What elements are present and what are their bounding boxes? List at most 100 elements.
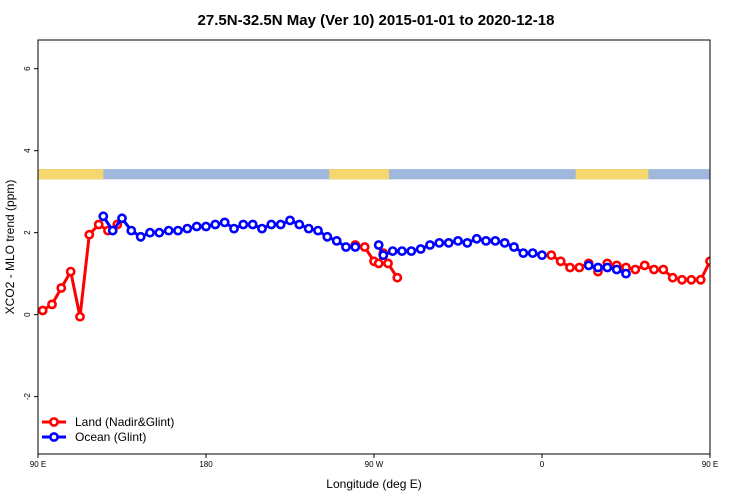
data-point: [425, 240, 435, 250]
series-land: [38, 219, 750, 322]
data-point: [415, 244, 426, 254]
data-point: [322, 231, 333, 242]
x-tick-label: 90 W: [365, 460, 384, 469]
data-point: [65, 266, 76, 277]
y-tick-label: 2: [23, 230, 32, 235]
data-point: [378, 250, 389, 261]
data-point: [93, 219, 104, 230]
data-point: [537, 250, 547, 261]
data-point: [481, 235, 491, 246]
land-sea-strip: [38, 169, 710, 180]
data-point: [84, 229, 95, 240]
data-point: [649, 264, 659, 275]
legend-marker: [49, 432, 59, 442]
data-point: [453, 235, 463, 246]
data-point: [734, 311, 741, 318]
data-point: [583, 260, 594, 271]
data-point: [602, 262, 613, 273]
legend: Land (Nadir&Glint)Ocean (Glint): [42, 415, 174, 444]
data-point: [392, 272, 403, 283]
data-point: [639, 260, 650, 271]
data-point: [182, 223, 193, 234]
x-tick-label: 90 E: [702, 460, 718, 469]
data-point: [406, 246, 417, 256]
data-point: [266, 219, 277, 230]
x-tick-label: 180: [199, 460, 213, 469]
data-point: [471, 233, 482, 244]
data-layer: [38, 211, 750, 322]
legend-label: Ocean (Glint): [75, 430, 146, 444]
data-point: [434, 237, 445, 248]
y-tick-label: 6: [23, 66, 32, 71]
data-point: [350, 242, 361, 252]
data-point: [499, 237, 510, 248]
data-point: [518, 248, 529, 258]
data-point: [247, 219, 258, 230]
data-point: [373, 258, 384, 269]
data-point: [135, 231, 146, 242]
data-point: [275, 219, 286, 230]
data-point: [677, 274, 687, 285]
data-point: [107, 225, 118, 236]
y-axis: -2 0 2 4 6: [23, 66, 38, 400]
land-band: [575, 169, 649, 180]
data-point: [546, 250, 557, 261]
land-band: [329, 169, 389, 180]
plot-frame: [37, 39, 711, 455]
legend-marker: [49, 417, 59, 427]
legend-item: Land (Nadir&Glint): [42, 415, 174, 429]
x-tick-label: 90 E: [30, 460, 46, 469]
y-tick-label: -2: [23, 393, 32, 401]
data-point: [341, 242, 351, 252]
data-point: [210, 219, 221, 230]
data-point: [593, 262, 603, 273]
data-point: [38, 305, 48, 316]
data-point: [686, 274, 697, 285]
data-point: [555, 256, 566, 267]
data-point: [257, 223, 267, 234]
data-point: [667, 272, 678, 283]
data-point: [359, 242, 370, 252]
data-point: [630, 264, 641, 275]
x-axis: 90 E 180 90 W 0 90 E: [30, 454, 718, 469]
data-point: [154, 227, 165, 238]
data-point: [725, 311, 732, 318]
data-point: [126, 225, 137, 236]
series-group: [38, 211, 750, 322]
data-point: [201, 221, 211, 232]
y-tick-label: 4: [23, 148, 32, 153]
data-point: [695, 274, 706, 285]
data-point: [98, 211, 109, 222]
data-point: [716, 270, 723, 277]
data-point: [705, 256, 710, 267]
data-point: [565, 262, 575, 273]
data-point: [47, 299, 57, 310]
data-point: [294, 219, 305, 230]
data-point: [621, 268, 631, 279]
data-point: [527, 248, 538, 258]
land-band: [38, 169, 104, 180]
data-point: [303, 223, 314, 234]
data-point: [397, 246, 407, 256]
data-point: [744, 309, 750, 316]
data-point: [383, 258, 393, 269]
data-point: [443, 237, 454, 248]
data-point: [313, 225, 323, 236]
data-point: [611, 264, 622, 275]
data-point: [373, 240, 384, 250]
data-point: [229, 223, 239, 234]
x-axis-label: Longitude (deg E): [326, 477, 421, 491]
data-point: [163, 225, 174, 236]
x-tick-label: 0: [540, 460, 545, 469]
data-point: [462, 237, 473, 248]
data-point: [117, 213, 127, 224]
data-point: [173, 225, 183, 236]
data-point: [387, 246, 398, 256]
data-point: [331, 235, 342, 246]
chart-title: 27.5N-32.5N May (Ver 10) 2015-01-01 to 2…: [198, 12, 555, 29]
data-point: [285, 215, 295, 226]
data-point: [658, 264, 669, 275]
data-point: [75, 311, 85, 322]
data-point: [574, 262, 585, 273]
